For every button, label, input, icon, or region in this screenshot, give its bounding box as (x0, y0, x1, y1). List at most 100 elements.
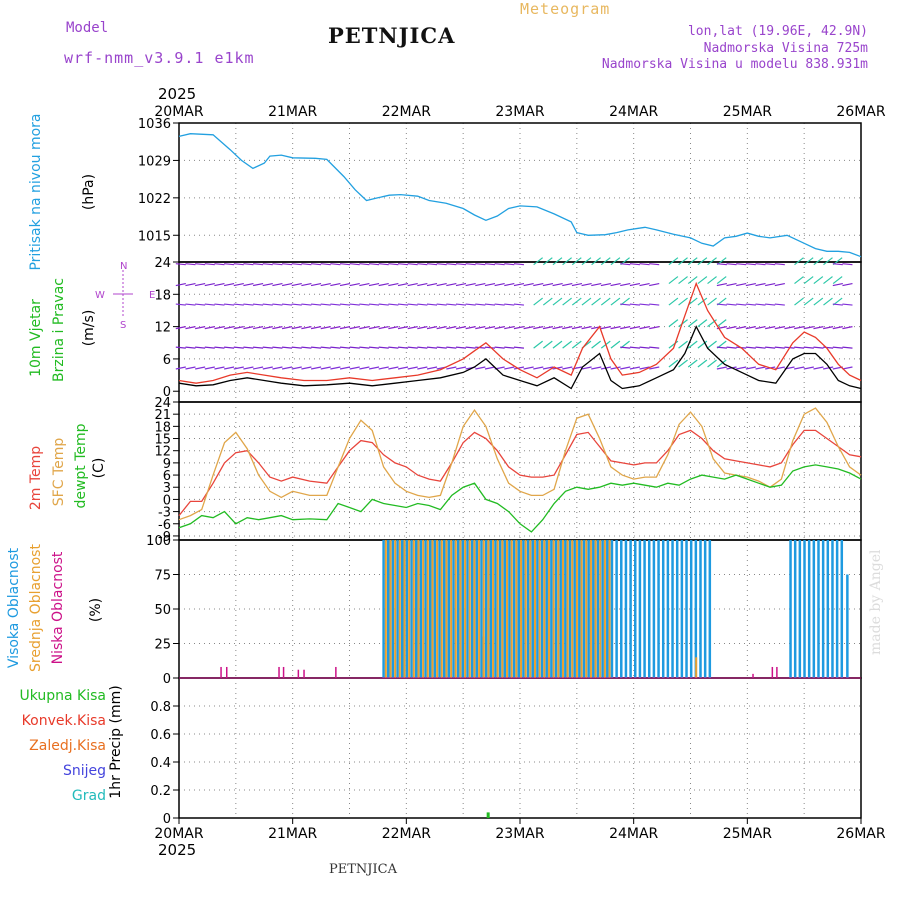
wind-barb (832, 263, 843, 266)
wind-barb (591, 340, 601, 349)
y-tick-label: 0 (163, 385, 171, 400)
wind-barb (823, 326, 834, 330)
wind-barb (687, 319, 698, 328)
wind-barb (736, 282, 747, 287)
wind-barb (484, 366, 496, 370)
y-tick-label: 3 (163, 481, 171, 496)
wind-barb (446, 366, 457, 370)
wind-barb (311, 263, 322, 266)
wind-barb (803, 346, 814, 349)
wind-barb (523, 282, 534, 287)
wind-barb (513, 346, 525, 349)
wind-barb (513, 303, 525, 306)
wind-barb (668, 319, 679, 328)
wind-barb (542, 366, 554, 370)
wind-barb (282, 263, 293, 266)
wind-barb (291, 366, 302, 370)
y-tick-label: 1015 (138, 229, 171, 244)
wind-barb (726, 282, 737, 287)
y-tick-label: 0 (163, 812, 171, 827)
wind-barb (697, 297, 708, 306)
wind-barb (214, 282, 225, 287)
wind-barb (736, 303, 747, 306)
wind-barb (803, 257, 814, 266)
wind-barb (745, 282, 756, 287)
series-line-pressure (178, 133, 862, 258)
wind-barb (455, 346, 467, 349)
wind-barb (774, 303, 785, 306)
meteogram-title: Meteogram (520, 0, 611, 18)
wind-barb (629, 366, 641, 370)
wind-barb (707, 319, 717, 328)
y-tick-label: 0 (163, 493, 171, 508)
wind-barb (562, 257, 572, 266)
wind-barb (465, 346, 476, 349)
y-tick-label: 21 (154, 408, 171, 423)
wind-barb (407, 303, 418, 306)
wind-barb (301, 282, 312, 287)
wind-barb (388, 282, 399, 287)
series-line-wind-gust (178, 281, 862, 384)
wind-barb (591, 366, 602, 370)
wind-barb (591, 257, 601, 266)
wind-barb (813, 276, 824, 285)
wind-barb (185, 263, 196, 266)
wind-barb (233, 366, 244, 370)
wind-barb (272, 366, 283, 370)
wind-barb (620, 326, 631, 330)
wind-barb (716, 303, 727, 306)
wind-barb (533, 326, 544, 330)
wind-barb (233, 346, 244, 349)
wind-barb (195, 366, 206, 370)
wind-barb (716, 319, 727, 328)
watermark-credit: made by Angel (868, 549, 884, 656)
wind-barb (571, 282, 583, 287)
wind-barb (581, 282, 592, 287)
wind-barb (823, 276, 833, 285)
wind-barb (755, 303, 766, 306)
wind-barb (668, 297, 679, 306)
wind-barb (823, 297, 833, 306)
wind-barb (504, 366, 515, 370)
y-tick-label: 18 (154, 288, 171, 303)
x-tick-label-top: 26MAR (836, 104, 885, 120)
y-tick-label: 100 (146, 534, 171, 549)
model-elevation: Nadmorska Visina u modelu 838.931m (601, 57, 868, 72)
wind-barb (813, 297, 824, 306)
wind-barb (697, 319, 708, 328)
wind-barb (243, 263, 254, 266)
wind-barb (455, 326, 467, 330)
wind-barb (262, 326, 273, 330)
x-year-bottom: 2025 (158, 841, 196, 859)
x-tick-label-bottom: 20MAR (154, 826, 203, 842)
wind-barb (233, 282, 244, 287)
wind-barb (620, 263, 631, 266)
wind-barb (340, 263, 351, 266)
wind-barb (504, 263, 515, 266)
wind-barb (832, 276, 843, 285)
wind-barb (397, 346, 409, 349)
wind-barb (320, 263, 331, 266)
wind-barb (436, 346, 447, 349)
wind-barb (494, 346, 505, 349)
wind-barb (494, 326, 505, 330)
wind-barb (649, 303, 660, 306)
wind-barb (417, 346, 428, 349)
wind-barb (291, 263, 302, 266)
wind-barb (311, 346, 322, 349)
wind-barb (794, 346, 805, 349)
pressure-y-unit: (hPa) (81, 174, 97, 210)
wind-barb (726, 303, 737, 306)
wind-barb (224, 346, 235, 349)
wind-barb (195, 263, 206, 266)
precip-legend-ukupna-kisa: Ukupna Kisa (19, 688, 106, 704)
wind-barb (716, 346, 727, 349)
wind-barb (330, 303, 341, 306)
wind-barb (378, 263, 389, 266)
wind-barb (339, 366, 351, 370)
wind-barb (320, 366, 331, 370)
wind-barb (426, 346, 438, 349)
x-tick-label-bottom: 21MAR (268, 826, 317, 842)
wind-barb (455, 282, 467, 287)
wind-barb (823, 366, 834, 370)
